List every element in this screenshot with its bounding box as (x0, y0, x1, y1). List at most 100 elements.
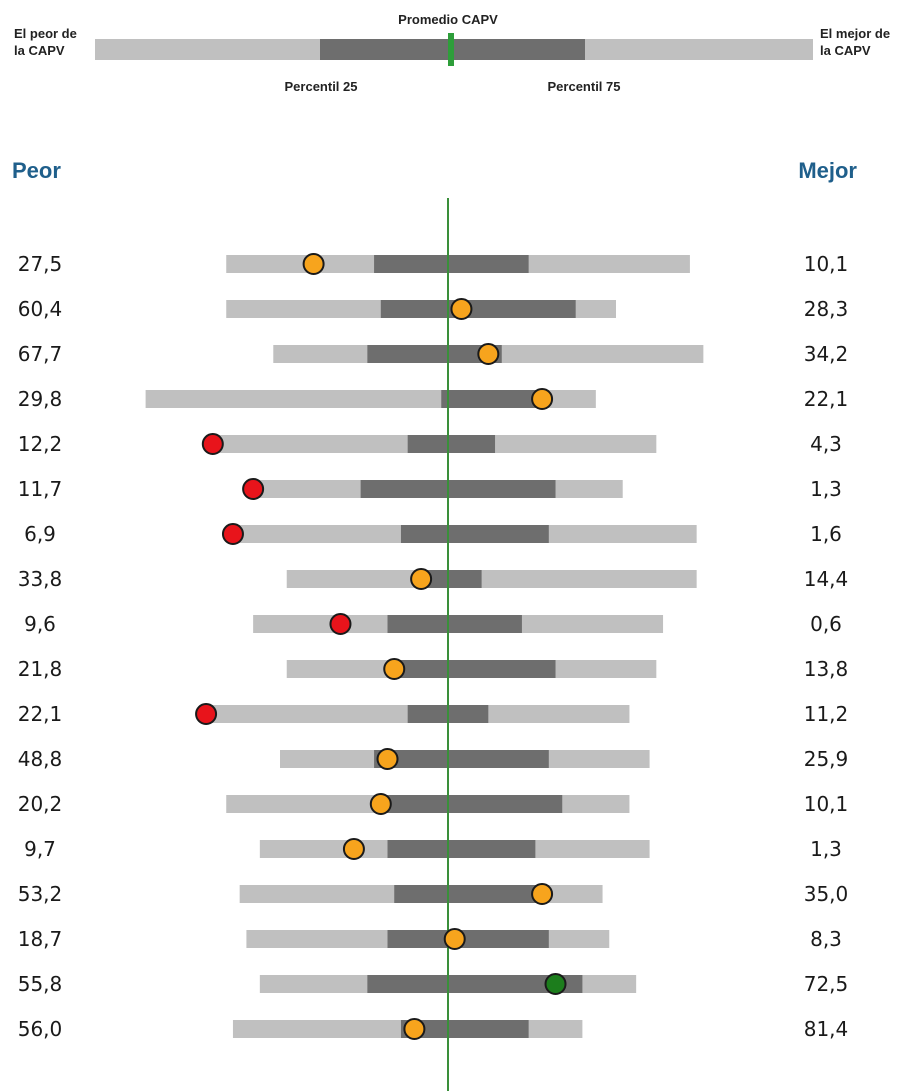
chart-row: 33,8 14,4 (18, 567, 849, 591)
marker-orange (531, 388, 554, 410)
legend-left-label-line1: El peor de (14, 26, 77, 41)
chart-row: 9,6 0,6 (24, 612, 842, 636)
marker-orange (531, 883, 554, 905)
best-value: 28,3 (804, 297, 849, 321)
legend-right-label-line1: El mejor de (820, 26, 890, 41)
best-value: 4,3 (810, 432, 842, 456)
best-value: 10,1 (804, 792, 849, 816)
best-value: 1,6 (810, 522, 842, 546)
worst-value: 9,6 (24, 612, 56, 636)
iqr-bar (387, 660, 556, 678)
marker-orange (376, 748, 399, 770)
best-value: 22,1 (804, 387, 849, 411)
best-value: 34,2 (804, 342, 849, 366)
worst-value: 18,7 (18, 927, 63, 951)
worst-value: 22,1 (18, 702, 63, 726)
legend-right-label: El mejor de la CAPV (820, 26, 894, 58)
worst-value: 29,8 (18, 387, 63, 411)
marker-orange (477, 343, 500, 365)
chart-row: 22,1 11,2 (18, 702, 849, 726)
iqr-bar (380, 795, 563, 813)
chart-row: 60,4 28,3 (18, 297, 849, 321)
worst-value: 20,2 (18, 792, 63, 816)
chart-row: 29,8 22,1 (18, 387, 849, 411)
best-value: 8,3 (810, 927, 842, 951)
iqr-bar (380, 300, 576, 318)
marker-orange (302, 253, 325, 275)
legend-average-label: Promedio CAPV (398, 12, 498, 27)
iqr-bar (387, 615, 522, 633)
chart-row: 53,2 35,0 (18, 882, 849, 906)
chart-row: 27,5 10,1 (18, 252, 849, 276)
iqr-bar (400, 525, 549, 543)
chart-row: 6,9 1,6 (24, 522, 842, 546)
iqr-bar (441, 390, 543, 408)
iqr-bar (374, 750, 549, 768)
marker-orange (383, 658, 406, 680)
chart-row: 48,8 25,9 (18, 747, 849, 771)
legend-left-label: El peor de la CAPV (14, 26, 80, 58)
marker-red (195, 703, 218, 725)
chart-row: 21,8 13,8 (18, 657, 849, 681)
best-value: 13,8 (804, 657, 849, 681)
worst-value: 9,7 (24, 837, 56, 861)
range-bar (286, 570, 697, 588)
chart-row: 12,2 4,3 (18, 432, 842, 456)
legend-p25-label: Percentil 25 (285, 79, 358, 94)
worst-value: 12,2 (18, 432, 63, 456)
chart-row: 67,7 34,2 (18, 342, 849, 366)
legend-left-label-line2: la CAPV (14, 43, 65, 58)
chart-row: 9,7 1,3 (24, 837, 842, 861)
legend-p75-label: Percentil 75 (548, 79, 621, 94)
best-value: 1,3 (810, 477, 842, 501)
best-value: 14,4 (804, 567, 849, 591)
best-value: 1,3 (810, 837, 842, 861)
best-value: 0,6 (810, 612, 842, 636)
marker-green (544, 973, 567, 995)
marker-orange (403, 1018, 426, 1040)
iqr-bar (400, 1020, 529, 1038)
legend: El peor de la CAPV El mejor de la CAPV P… (14, 12, 894, 94)
best-value: 81,4 (804, 1017, 849, 1041)
marker-orange (410, 568, 433, 590)
header-worst: Peor (12, 158, 61, 183)
worst-value: 6,9 (24, 522, 56, 546)
iqr-bar (421, 570, 482, 588)
best-value: 10,1 (804, 252, 849, 276)
chart-markers (195, 253, 567, 1040)
marker-red (201, 433, 224, 455)
marker-orange (450, 298, 473, 320)
chart-row: 18,7 8,3 (18, 927, 842, 951)
marker-orange (443, 928, 466, 950)
best-value: 11,2 (804, 702, 849, 726)
best-value: 72,5 (804, 972, 849, 996)
iqr-bar (387, 840, 536, 858)
worst-value: 27,5 (18, 252, 63, 276)
legend-average-marker (448, 33, 454, 66)
best-value: 35,0 (804, 882, 849, 906)
chart-row: 55,8 72,5 (18, 972, 849, 996)
iqr-bar (360, 480, 556, 498)
worst-value: 21,8 (18, 657, 63, 681)
marker-orange (369, 793, 392, 815)
worst-value: 11,7 (18, 477, 63, 501)
legend-right-label-line2: la CAPV (820, 43, 871, 58)
best-value: 25,9 (804, 747, 849, 771)
marker-red (221, 523, 244, 545)
iqr-bar (367, 345, 502, 363)
worst-value: 56,0 (18, 1017, 63, 1041)
worst-value: 33,8 (18, 567, 63, 591)
header-best: Mejor (798, 158, 857, 183)
chart-row: 20,2 10,1 (18, 792, 849, 816)
worst-value: 48,8 (18, 747, 63, 771)
iqr-bar (394, 885, 543, 903)
chart-row: 11,7 1,3 (18, 477, 842, 501)
chart-row: 56,0 81,4 (18, 1017, 849, 1041)
worst-value: 55,8 (18, 972, 63, 996)
iqr-bar (387, 930, 549, 948)
worst-value: 53,2 (18, 882, 63, 906)
marker-red (329, 613, 352, 635)
worst-value: 60,4 (18, 297, 63, 321)
iqr-bar (367, 975, 583, 993)
